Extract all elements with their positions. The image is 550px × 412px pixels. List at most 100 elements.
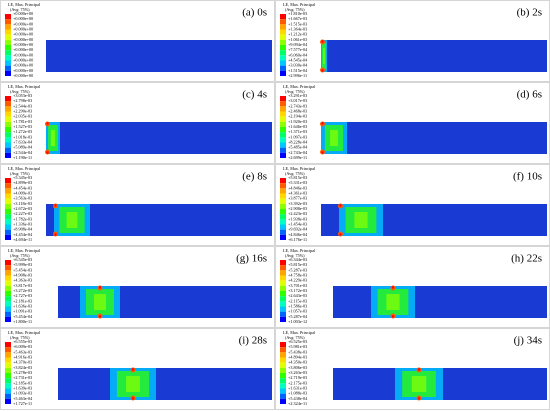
colorbar-band (5, 265, 11, 271)
strain-zone (386, 294, 400, 310)
colorbar-band (280, 393, 286, 399)
panel: LE, Max. Principal(Avg: 75%)+5.345e-03+4… (0, 164, 275, 246)
colorbar-band (5, 65, 11, 71)
legend-label: +0.000e+00 (13, 57, 33, 62)
legend-label: +1.190e-11 (13, 155, 32, 160)
colorbar-band (280, 316, 286, 322)
colorbar-band (280, 275, 286, 281)
colorbar-band (5, 270, 11, 276)
colorbar-band (280, 147, 286, 153)
strain-peak (339, 233, 342, 236)
legend-title: LE, Max. Principal (283, 248, 316, 254)
colorbar-band (280, 280, 286, 286)
colorbar-band (280, 214, 286, 220)
panel: LE, Max. Principal(Avg: 75%)+6.344e-03+5… (275, 246, 550, 328)
legend-label: +5.485e-04 (288, 145, 308, 150)
strain-peak (46, 122, 49, 125)
legend-label: +4.454e-03 (13, 185, 32, 190)
colorbar-band (5, 193, 11, 199)
legend-label: +5.287e-04 (288, 314, 308, 319)
legend-label: +2.175e-03 (288, 380, 307, 385)
colorbar-band (280, 357, 286, 363)
colorbar-band (280, 116, 286, 122)
legend-label: +0.000e+00 (13, 21, 33, 26)
panel-label: (d) 6s (517, 89, 542, 101)
colorbar-band (5, 39, 11, 45)
colorbar-band (5, 101, 11, 107)
strain-peak (321, 151, 324, 154)
legend-label: +1.057e-03 (288, 309, 307, 314)
colorbar-band (280, 24, 286, 30)
colorbar-band (5, 311, 11, 317)
legend-subtitle: (Avg: 75%) (10, 171, 30, 176)
colorbar-band (5, 378, 11, 384)
panel-label: (b) 2s (517, 7, 542, 19)
legend-label: +1.667e-03 (288, 16, 307, 21)
legend-label: +2.719e-03 (288, 375, 307, 380)
colorbar-band (280, 121, 286, 127)
specimen (333, 286, 547, 318)
colorbar-band (280, 209, 286, 215)
colorbar-band (5, 342, 11, 348)
legend-label: +1.371e-03 (288, 129, 307, 134)
colorbar-band (280, 183, 286, 189)
colorbar-band (5, 183, 11, 189)
legend-label: +4.894e-03 (288, 354, 307, 359)
colorbar-band (5, 367, 11, 373)
legend-label: +1.920e-03 (288, 119, 307, 124)
colorbar-band (5, 45, 11, 51)
legend-label: +1.646e-03 (288, 124, 307, 129)
strain-zone (126, 376, 140, 392)
legend-subtitle: (Avg: 75%) (285, 253, 305, 258)
legend-label: +0.000e+00 (13, 26, 33, 31)
legend-label: +7.633e-04 (13, 139, 33, 144)
legend-label: +6.525e-03 (288, 339, 307, 344)
legend-label: +4.361e-03 (288, 190, 307, 195)
colorbar-band (280, 19, 286, 25)
colorbar-band (5, 142, 11, 148)
colorbar-band (5, 291, 11, 297)
colorbar-band (5, 219, 11, 225)
colorbar-band (5, 357, 11, 363)
legend-label: +8.908e-04 (13, 227, 33, 232)
legend-label: +1.781e-03 (13, 119, 32, 124)
legend-label: +3.053e-03 (13, 93, 32, 98)
colorbar-band (5, 70, 11, 76)
colorbar-band (5, 34, 11, 40)
legend-label: +6.545e-03 (13, 257, 32, 262)
legend-label: +3.118e-03 (13, 201, 32, 206)
legend-label: +3.017e-03 (288, 98, 307, 103)
legend-label: +2.798e-03 (13, 98, 32, 103)
strain-peak (391, 286, 395, 289)
legend-title: LE, Max. Principal (8, 84, 41, 90)
colorbar-band (5, 275, 11, 281)
colorbar-band (280, 50, 286, 56)
legend-title: LE, Max. Principal (283, 2, 316, 8)
legend-label: +1.636e-03 (13, 303, 32, 308)
legend-subtitle: (Avg: 75%) (285, 335, 305, 340)
panel-label: (c) 4s (242, 89, 267, 101)
colorbar-band (5, 24, 11, 30)
strain-peak (131, 397, 135, 400)
strain-zone (50, 130, 56, 146)
legend-label: +1.938e-03 (288, 216, 307, 221)
legend-label: +2.672e-03 (13, 206, 32, 211)
colorbar-band (280, 285, 286, 291)
legend-label: +1.018e-03 (13, 134, 32, 139)
legend-label: +1.336e-03 (13, 221, 32, 226)
colorbar-band (5, 352, 11, 358)
legend-subtitle: (Avg: 75%) (10, 89, 30, 94)
colorbar-band (280, 29, 286, 35)
strain-peak (321, 122, 324, 125)
strain-zone (94, 294, 106, 310)
colorbar-band (5, 29, 11, 35)
colorbar-band (5, 152, 11, 158)
legend-label: +3.272e-03 (13, 288, 32, 293)
colorbar-band (280, 347, 286, 353)
strain-peak (98, 286, 102, 289)
legend-label: +4.454e-04 (13, 232, 33, 237)
panel: LE, Max. Principal(Avg: 75%)+6.555e-03+6… (0, 328, 275, 410)
legend-label: +5.815e-03 (288, 175, 307, 180)
panel-label: (e) 8s (242, 171, 267, 183)
legend-label: +0.000e+00 (13, 11, 33, 16)
